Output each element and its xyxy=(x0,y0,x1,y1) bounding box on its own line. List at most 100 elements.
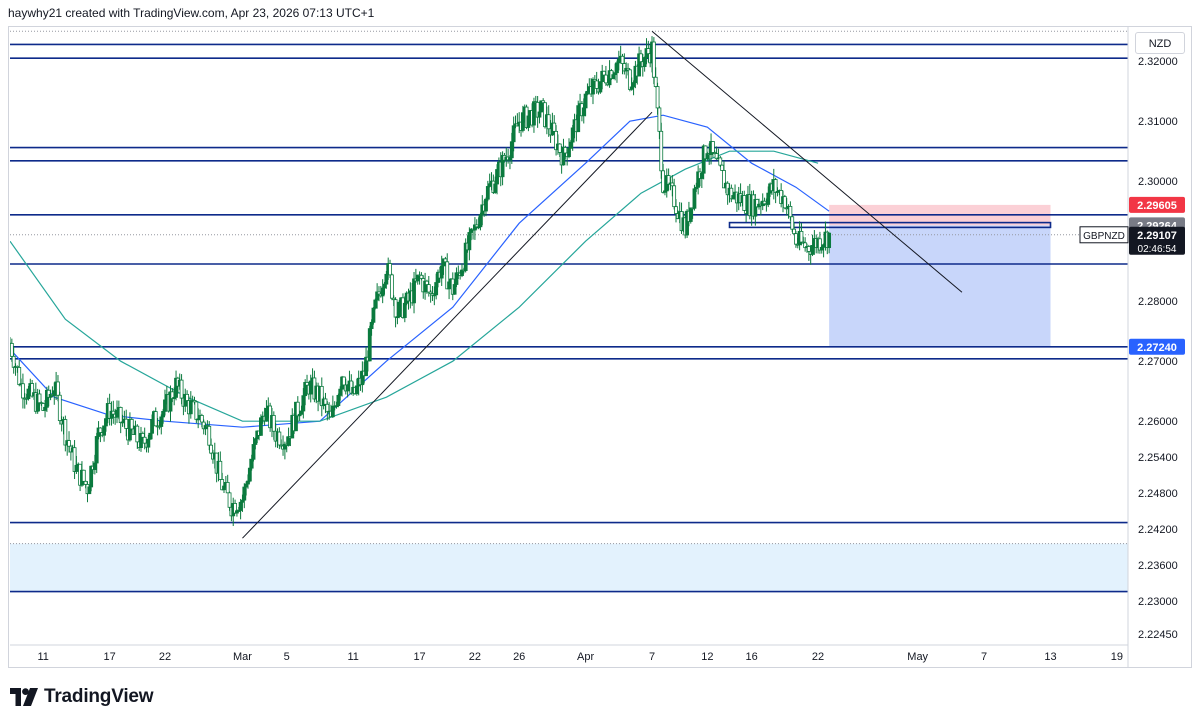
candle-body xyxy=(688,207,693,222)
candle-body xyxy=(478,214,483,228)
candle-body xyxy=(246,480,250,485)
symbol-label: GBPNZD xyxy=(1083,231,1125,242)
candle-body xyxy=(615,62,619,74)
candle-body xyxy=(711,141,715,153)
time-tick-label: 19 xyxy=(1111,651,1123,663)
time-tick-label: Mar xyxy=(233,651,252,663)
price-tick-label: 2.24800 xyxy=(1138,488,1178,500)
candle-body xyxy=(583,93,588,109)
time-tick-label: 17 xyxy=(413,651,425,663)
candle-body xyxy=(323,398,328,405)
candle-body xyxy=(87,486,92,495)
candle-body xyxy=(532,101,536,126)
time-tick-label: 7 xyxy=(649,651,655,663)
candle-body xyxy=(354,385,359,395)
candle-body xyxy=(672,185,677,208)
candle-body xyxy=(388,263,392,276)
candle-body xyxy=(581,107,586,117)
candle-body xyxy=(37,393,42,404)
candle-body xyxy=(26,388,31,400)
candle-body xyxy=(225,482,230,494)
time-tick-label: 22 xyxy=(812,651,824,663)
candle-body xyxy=(655,86,660,109)
candle-body xyxy=(653,76,658,87)
candle-body xyxy=(244,483,249,488)
candle-body xyxy=(295,401,300,417)
candle-body xyxy=(742,195,747,211)
price-tick-label: 2.23600 xyxy=(1138,560,1178,572)
candle-body xyxy=(426,284,431,293)
candle-body xyxy=(699,172,704,179)
candle-body xyxy=(140,433,145,438)
chart-frame xyxy=(8,26,1192,668)
bar-countdown-label: 02:46:54 xyxy=(1138,244,1177,255)
candle-body xyxy=(443,258,448,263)
candle-body xyxy=(585,90,590,95)
candle-body xyxy=(720,164,725,171)
candle-body xyxy=(98,427,103,433)
candle-body xyxy=(56,381,60,396)
candle-body xyxy=(520,112,525,131)
candle-body xyxy=(163,399,167,412)
time-tick-label: 17 xyxy=(103,651,115,663)
price-tick-label: 2.27000 xyxy=(1138,356,1178,368)
candle-body xyxy=(570,127,575,143)
candle-body xyxy=(661,170,665,193)
candle-body xyxy=(576,105,581,133)
candle-body xyxy=(11,355,16,368)
candle-body xyxy=(102,425,106,436)
candle-body xyxy=(264,407,269,422)
candle-body xyxy=(10,343,14,357)
candle-body xyxy=(537,111,542,118)
candle-body xyxy=(111,410,116,415)
candle-body xyxy=(389,274,394,299)
candle-body xyxy=(83,480,88,485)
price-tick-label: 2.30000 xyxy=(1138,176,1178,188)
candle-body xyxy=(150,419,154,434)
candle-body xyxy=(251,444,256,460)
candle-body xyxy=(659,130,664,172)
currency-button[interactable]: NZD xyxy=(1135,32,1185,54)
candle-body xyxy=(467,232,472,251)
candle-body xyxy=(493,183,498,193)
candle-body xyxy=(146,438,151,448)
candle-body xyxy=(308,380,313,395)
time-tick-label: 11 xyxy=(347,651,358,663)
candle-body xyxy=(616,58,621,64)
candle-body xyxy=(439,265,444,279)
candle-body xyxy=(325,403,330,413)
candle-body xyxy=(792,228,796,235)
candle-body xyxy=(227,492,232,508)
time-tick-label: May xyxy=(907,651,928,663)
candle-body xyxy=(259,417,263,436)
candle-body xyxy=(810,245,815,255)
tradingview-logo[interactable]: TradingView xyxy=(10,686,154,708)
candle-body xyxy=(135,425,140,443)
candle-body xyxy=(194,401,199,420)
candle-body xyxy=(43,406,47,411)
candle-body xyxy=(222,485,226,491)
candle-body xyxy=(253,438,258,445)
candle-body xyxy=(642,57,647,68)
candle-body xyxy=(373,299,378,309)
candle-body xyxy=(209,444,213,454)
price-tag-label: 2.27240 xyxy=(1137,342,1177,354)
candle-body xyxy=(367,328,372,362)
candle-body xyxy=(598,81,603,93)
candle-body xyxy=(827,232,832,249)
price-tick-label: 2.25400 xyxy=(1138,452,1178,464)
candle-body xyxy=(52,390,57,396)
price-tick-label: 2.22450 xyxy=(1138,629,1178,641)
candle-body xyxy=(412,278,416,304)
symbol-tag xyxy=(1079,226,1129,244)
candle-body xyxy=(692,188,697,209)
candle-body xyxy=(419,274,424,279)
price-tick-label: 2.32000 xyxy=(1138,56,1178,68)
candle-body xyxy=(718,157,723,166)
price-tick-label: 2.28000 xyxy=(1138,296,1178,308)
candle-body xyxy=(129,419,134,430)
candle-body xyxy=(271,415,276,432)
candle-body xyxy=(57,394,62,422)
last-price-label: 2.29107 xyxy=(1137,230,1177,242)
